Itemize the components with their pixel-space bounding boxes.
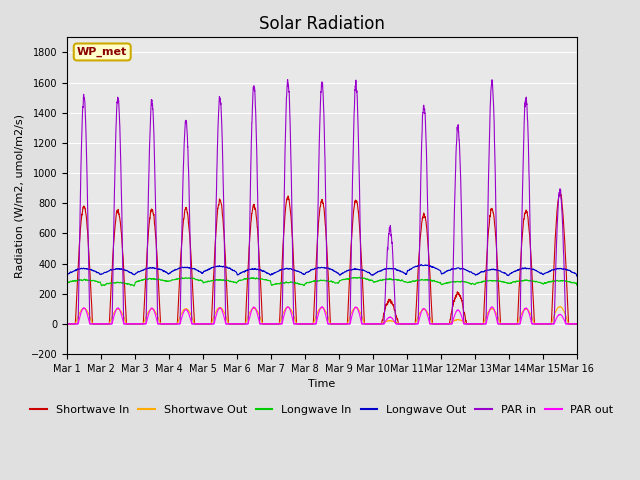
Longwave Out bbox=[465, 268, 473, 274]
Shortwave Out bbox=[155, 316, 163, 322]
PAR in bbox=[562, 321, 570, 327]
Longwave In bbox=[408, 279, 415, 285]
PAR in bbox=[436, 321, 444, 327]
Shortwave Out bbox=[408, 321, 415, 326]
Longwave Out bbox=[417, 262, 425, 268]
Text: WP_met: WP_met bbox=[77, 47, 127, 57]
Longwave In bbox=[436, 280, 444, 286]
Line: PAR out: PAR out bbox=[67, 307, 577, 324]
PAR in bbox=[303, 321, 310, 327]
Longwave Out bbox=[573, 273, 580, 279]
PAR in bbox=[155, 321, 163, 327]
Longwave In bbox=[355, 275, 363, 280]
Shortwave In bbox=[556, 189, 564, 194]
Longwave In bbox=[155, 276, 163, 282]
Line: Shortwave Out: Shortwave Out bbox=[67, 307, 577, 324]
Shortwave In bbox=[465, 321, 472, 327]
Shortwave In bbox=[303, 321, 310, 327]
Shortwave Out bbox=[573, 321, 580, 326]
Longwave Out bbox=[573, 273, 580, 279]
Longwave Out bbox=[155, 266, 163, 272]
Legend: Shortwave In, Shortwave Out, Longwave In, Longwave Out, PAR in, PAR out: Shortwave In, Shortwave Out, Longwave In… bbox=[26, 401, 618, 420]
Longwave Out bbox=[436, 268, 444, 274]
PAR out bbox=[501, 321, 509, 327]
PAR in bbox=[573, 321, 580, 327]
Longwave In bbox=[573, 282, 580, 288]
PAR out bbox=[303, 321, 310, 327]
Shortwave In bbox=[436, 321, 444, 327]
PAR in bbox=[63, 321, 71, 327]
X-axis label: Time: Time bbox=[308, 379, 335, 389]
PAR out bbox=[465, 321, 473, 327]
Title: Solar Radiation: Solar Radiation bbox=[259, 15, 385, 33]
Shortwave In bbox=[63, 321, 71, 327]
Y-axis label: Radiation (W/m2, umol/m2/s): Radiation (W/m2, umol/m2/s) bbox=[15, 114, 25, 278]
PAR out bbox=[284, 304, 291, 310]
Longwave In bbox=[573, 280, 580, 286]
Longwave In bbox=[63, 280, 71, 286]
PAR in bbox=[408, 321, 415, 327]
Longwave Out bbox=[303, 270, 310, 276]
Shortwave Out bbox=[436, 321, 444, 326]
Line: Longwave Out: Longwave Out bbox=[67, 265, 577, 276]
Longwave Out bbox=[408, 265, 415, 271]
Shortwave In bbox=[155, 283, 163, 289]
PAR out bbox=[573, 321, 580, 327]
PAR out bbox=[573, 321, 580, 327]
Longwave Out bbox=[573, 272, 580, 277]
Longwave In bbox=[303, 280, 310, 286]
Longwave Out bbox=[63, 271, 71, 277]
PAR out bbox=[408, 321, 415, 327]
Line: PAR in: PAR in bbox=[67, 80, 577, 324]
PAR in bbox=[573, 321, 580, 327]
Longwave In bbox=[465, 280, 473, 286]
Line: Longwave In: Longwave In bbox=[67, 277, 577, 286]
PAR out bbox=[63, 321, 71, 327]
Line: Shortwave In: Shortwave In bbox=[67, 192, 577, 324]
PAR in bbox=[465, 321, 473, 327]
PAR out bbox=[436, 321, 444, 327]
PAR out bbox=[155, 321, 163, 327]
Longwave In bbox=[130, 283, 138, 289]
Shortwave Out bbox=[573, 321, 580, 326]
Shortwave In bbox=[573, 321, 580, 327]
Shortwave Out bbox=[303, 321, 310, 327]
PAR in bbox=[284, 77, 291, 83]
Shortwave In bbox=[408, 321, 415, 327]
Shortwave Out bbox=[63, 321, 71, 326]
Shortwave Out bbox=[556, 304, 564, 310]
Shortwave In bbox=[573, 321, 580, 327]
Shortwave Out bbox=[465, 321, 473, 326]
Shortwave Out bbox=[429, 321, 437, 327]
